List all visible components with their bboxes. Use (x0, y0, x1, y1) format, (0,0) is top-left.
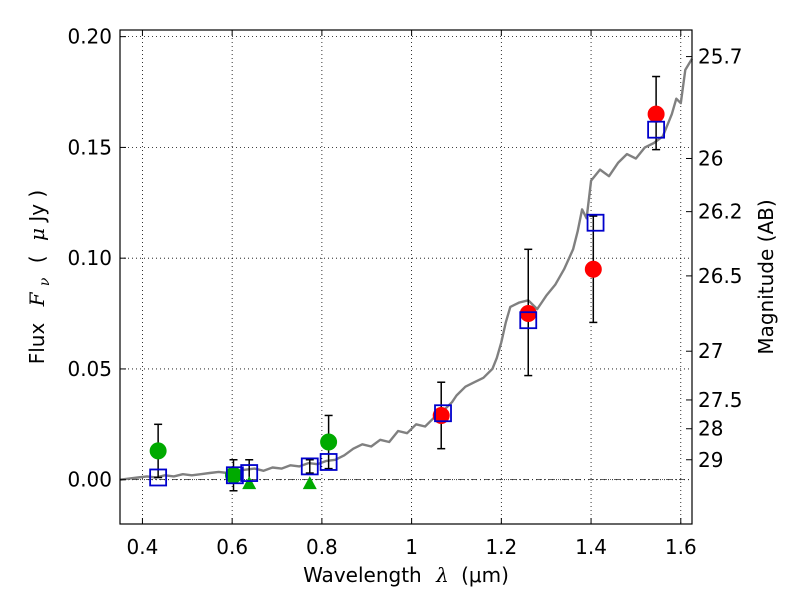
blue-model-square (149, 468, 168, 487)
x-tick-label: 0.6 (216, 535, 248, 559)
y-tick-label: 0.20 (67, 25, 112, 49)
y-tick-label: 0.05 (67, 357, 112, 381)
red-data-point (432, 406, 450, 424)
x-tick-label: 1.4 (575, 535, 607, 559)
blue-model-square (240, 464, 259, 482)
y2-tick-label: 26.5 (698, 264, 743, 288)
red-data-point (647, 105, 665, 123)
y2-tick-label: 27 (698, 339, 723, 363)
grid-lines (120, 30, 692, 524)
blue-model-square (519, 311, 538, 330)
y2-tick-label: 27.5 (698, 388, 743, 412)
blue-model-square (300, 457, 319, 476)
y-axis-title-unit-rest: Jy ) (25, 190, 49, 224)
red-data-point (519, 305, 537, 323)
blue-model-square (586, 213, 605, 232)
y-axis-title-unit-mu: μ (25, 228, 49, 241)
x-axis-title-text: Wavelength (303, 563, 422, 587)
green-upper-limit-triangle (242, 476, 257, 490)
x-tick-label: 1.6 (665, 535, 697, 559)
y2-axis-title: Magnitude (AB) (754, 199, 778, 354)
y-axis-title-unit-open: ( (25, 255, 49, 263)
y2-tick-label: 26.2 (698, 200, 743, 224)
green-data-point (225, 466, 243, 484)
green-data-point (320, 433, 338, 451)
x-tick-label: 0.4 (127, 535, 159, 559)
green-data-point (149, 442, 167, 460)
y-axis-title: Flux F ν ( μ Jy ) (25, 190, 54, 365)
y2-tick-label: 25.7 (698, 45, 743, 69)
y-tick-label: 0.00 (67, 468, 112, 492)
x-tick-label: 1 (405, 535, 418, 559)
blue-model-square (434, 404, 452, 423)
y2-tick-label: 29 (698, 448, 723, 472)
y-tick-label: 0.15 (67, 135, 112, 159)
y2-tick-label: 26 (698, 146, 723, 170)
x-axis-title: Wavelength λ (μm) (303, 563, 509, 587)
y-axis-title-symbol: F (25, 291, 49, 307)
x-axis-title-symbol: λ (435, 563, 449, 587)
data-markers (149, 105, 666, 490)
plot-frame (119, 29, 693, 525)
green-upper-limit-triangle (302, 476, 317, 490)
error-bars (154, 75, 661, 492)
y2-tick-label: 28 (698, 417, 723, 441)
red-data-point (584, 260, 602, 278)
y-tick-label: 0.10 (67, 246, 112, 270)
model-spectrum-line (119, 58, 694, 481)
blue-model-square (225, 466, 244, 485)
y-axis-title-text: Flux (25, 323, 49, 365)
blue-model-square (647, 120, 666, 139)
blue-model-square (319, 453, 338, 471)
x-tick-label: 1.2 (485, 535, 517, 559)
x-axis-title-unit: (μm) (461, 563, 509, 587)
axis-ticks (120, 30, 692, 524)
y-axis-title-symbol-sub: ν (37, 277, 53, 286)
x-tick-label: 0.8 (306, 535, 338, 559)
model-spectrum (119, 58, 694, 481)
tick-labels: 0.4 0.6 0.8 1 1.2 1.4 1.6 0.00 0.05 0.10 0.15 0.20 2… (67, 25, 742, 559)
